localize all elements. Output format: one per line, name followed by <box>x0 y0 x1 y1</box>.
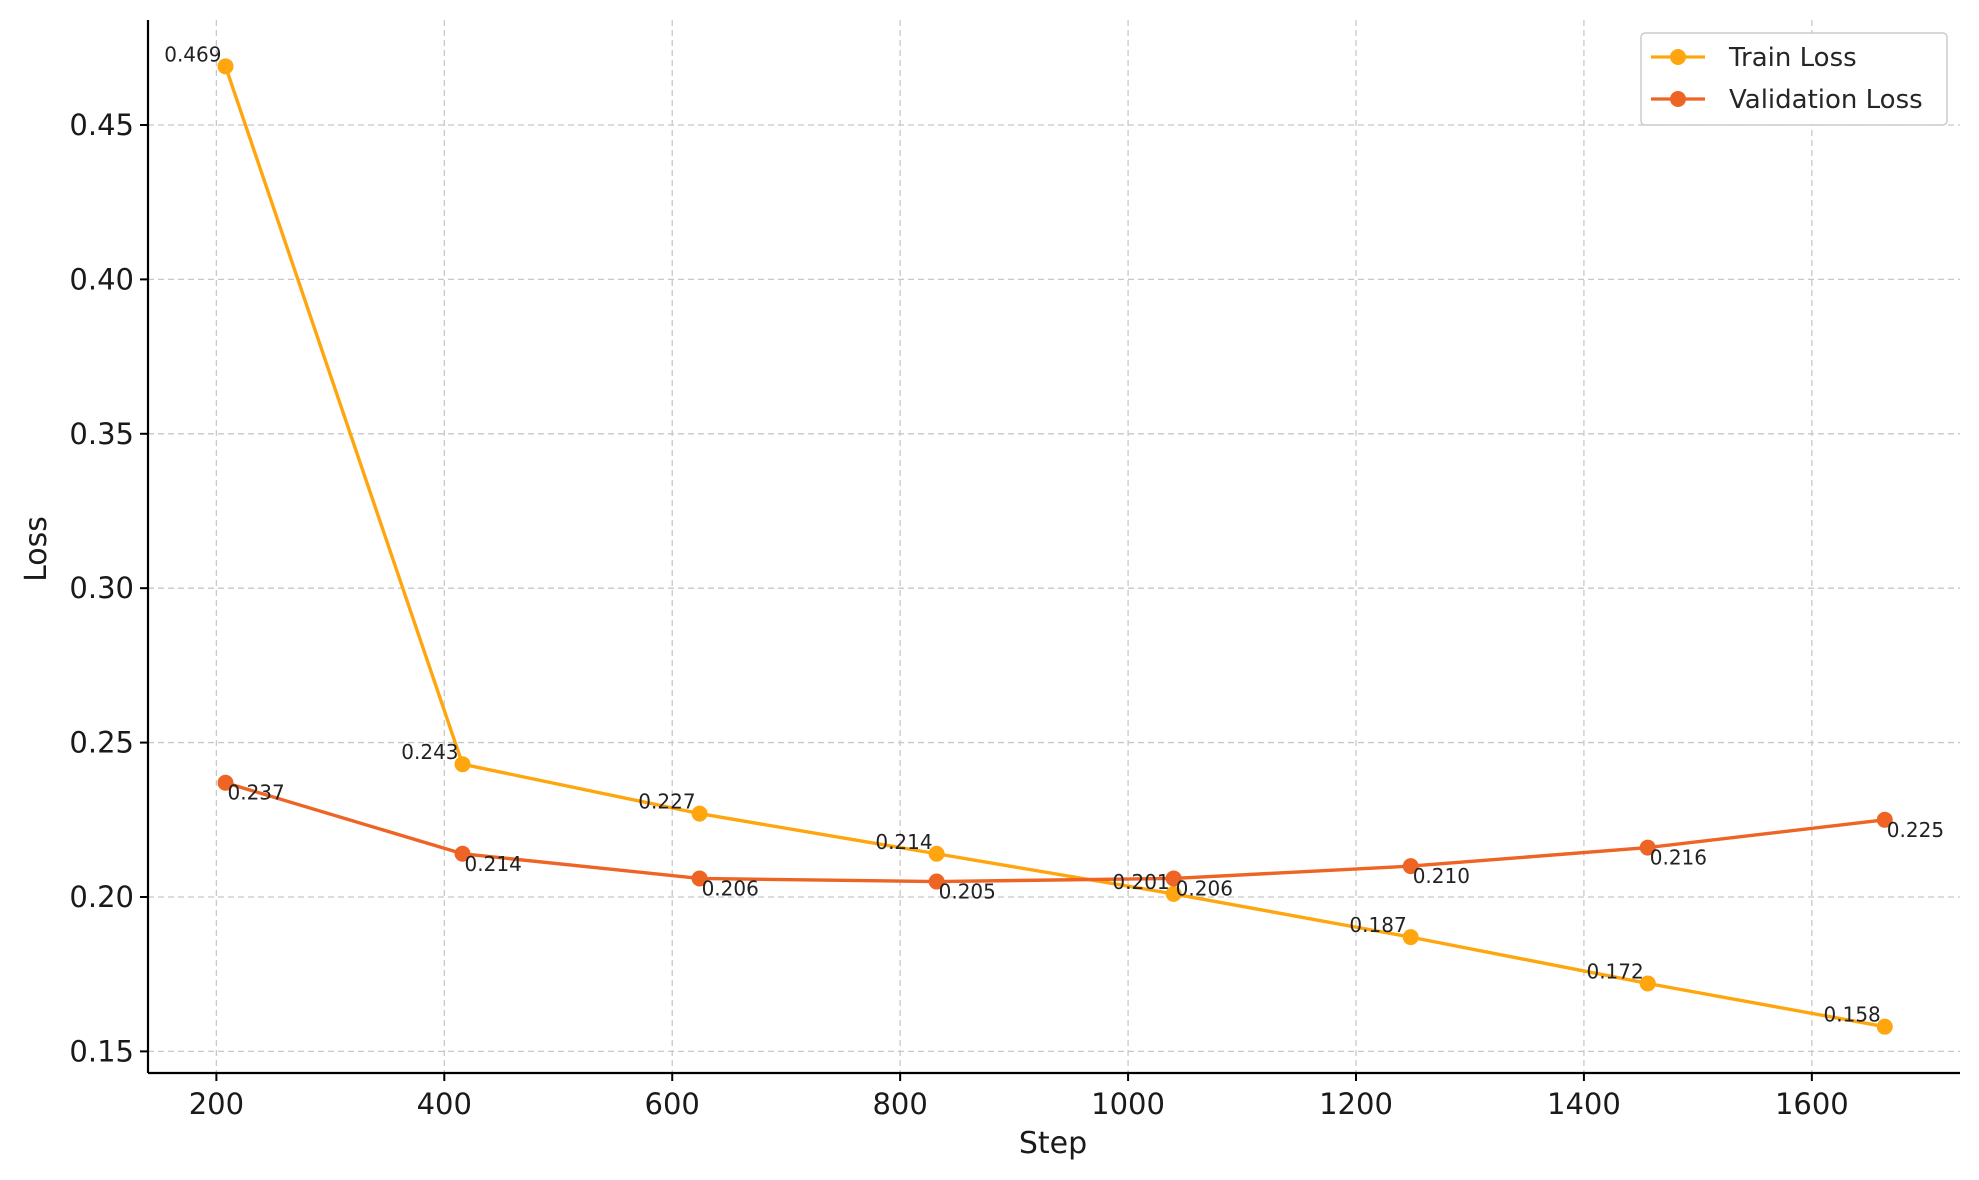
validation-data-label: 0.206 <box>1176 876 1233 900</box>
validation-loss-point <box>1165 870 1182 887</box>
legend: Train Loss Validation Loss <box>1640 32 1948 126</box>
train-data-label: 0.158 <box>1824 1003 1881 1027</box>
validation-data-label: 0.206 <box>702 876 759 900</box>
validation-loss-point <box>1639 839 1656 856</box>
y-tick-label: 0.30 <box>69 571 134 605</box>
legend-validation-label: Validation Loss <box>1729 85 1923 115</box>
legend-validation-marker <box>1670 91 1686 107</box>
y-axis-title: Loss <box>19 516 54 582</box>
validation-loss-point <box>454 845 471 862</box>
legend-box <box>1640 32 1948 126</box>
validation-loss-point <box>1876 811 1893 828</box>
axes: 200 400 600 800 1000 1200 1400 1600 0.15 0.20 0.25… <box>69 20 1960 1121</box>
train-data-label: 0.201 <box>1112 870 1169 894</box>
train-loss-line <box>223 65 1886 1029</box>
validation-loss-point <box>1402 858 1419 875</box>
validation-loss-point <box>217 774 234 791</box>
train-loss-point <box>1402 929 1419 946</box>
validation-data-label: 0.214 <box>465 852 522 876</box>
train-loss-point <box>691 805 708 822</box>
x-tick-label: 1600 <box>1775 1087 1849 1121</box>
legend-train-marker <box>1670 49 1686 65</box>
train-data-label: 0.172 <box>1586 959 1643 983</box>
x-tick-label: 600 <box>645 1087 700 1121</box>
x-tick-label: 1400 <box>1547 1087 1621 1121</box>
validation-data-label: 0.225 <box>1887 818 1944 842</box>
train-data-label: 0.227 <box>638 790 695 814</box>
y-tick-label: 0.40 <box>69 262 134 296</box>
train-data-label: 0.243 <box>401 740 458 764</box>
train-loss-point <box>1639 975 1656 992</box>
y-tick-label: 0.15 <box>69 1034 134 1068</box>
x-tick-label: 200 <box>189 1087 244 1121</box>
train-loss-point <box>217 58 234 75</box>
validation-data-label: 0.210 <box>1413 864 1470 888</box>
y-tick-label: 0.25 <box>69 726 134 760</box>
legend-train-label: Train Loss <box>1728 43 1857 73</box>
validation-data-label: 0.237 <box>227 781 284 805</box>
train-loss-point <box>1165 885 1182 902</box>
train-loss-point <box>454 756 471 773</box>
train-data-label: 0.214 <box>875 830 932 854</box>
x-tick-label: 1200 <box>1319 1087 1393 1121</box>
data-labels: 0.469 0.243 0.227 0.214 0.201 0.187 0.172 0.158… <box>164 42 1944 1026</box>
train-data-label: 0.469 <box>164 42 221 66</box>
plot-series <box>217 58 1893 1035</box>
validation-loss-line <box>225 781 1885 884</box>
x-tick-label: 400 <box>417 1087 472 1121</box>
validation-loss-point <box>928 873 945 890</box>
validation-loss-point <box>691 870 708 887</box>
validation-data-label: 0.216 <box>1650 846 1707 870</box>
y-tick-label: 0.45 <box>69 108 134 142</box>
train-loss-point <box>1876 1018 1893 1035</box>
validation-data-label: 0.205 <box>939 880 996 904</box>
y-tick-label: 0.20 <box>69 880 134 914</box>
x-tick-label: 800 <box>872 1087 927 1121</box>
train-data-label: 0.187 <box>1349 913 1406 937</box>
grid-lines <box>148 20 1960 1073</box>
y-tick-label: 0.35 <box>69 417 134 451</box>
train-loss-point <box>928 845 945 862</box>
x-tick-label: 1000 <box>1091 1087 1165 1121</box>
x-axis-title: Step <box>1019 1126 1087 1161</box>
